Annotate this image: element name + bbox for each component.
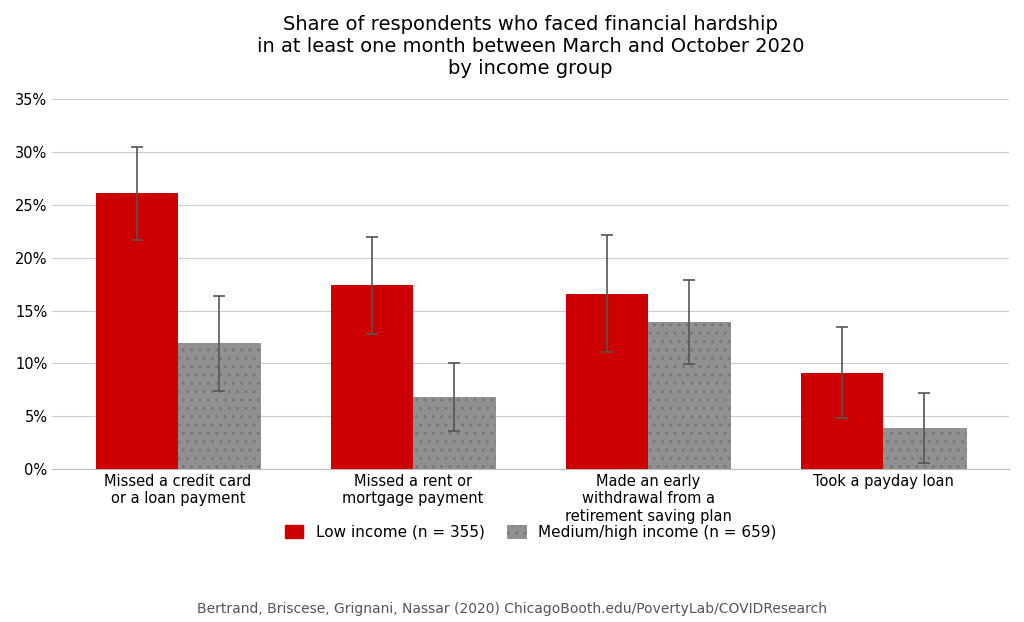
Bar: [884, 428, 966, 469]
Text: Bertrand, Briscese, Grignani, Nassar (2020) ChicagoBooth.edu/PovertyLab/COVIDRes: Bertrand, Briscese, Grignani, Nassar (20…: [197, 601, 827, 616]
Legend: Low income (n = 355), Medium/high income (n = 659): Low income (n = 355), Medium/high income…: [285, 525, 776, 540]
Bar: [331, 285, 413, 469]
Bar: [96, 193, 178, 469]
Bar: [178, 343, 260, 469]
Bar: [566, 294, 648, 469]
Bar: [801, 373, 884, 469]
Bar: [648, 322, 730, 469]
Title: Share of respondents who faced financial hardship
in at least one month between : Share of respondents who faced financial…: [257, 15, 805, 78]
Bar: [413, 397, 496, 469]
